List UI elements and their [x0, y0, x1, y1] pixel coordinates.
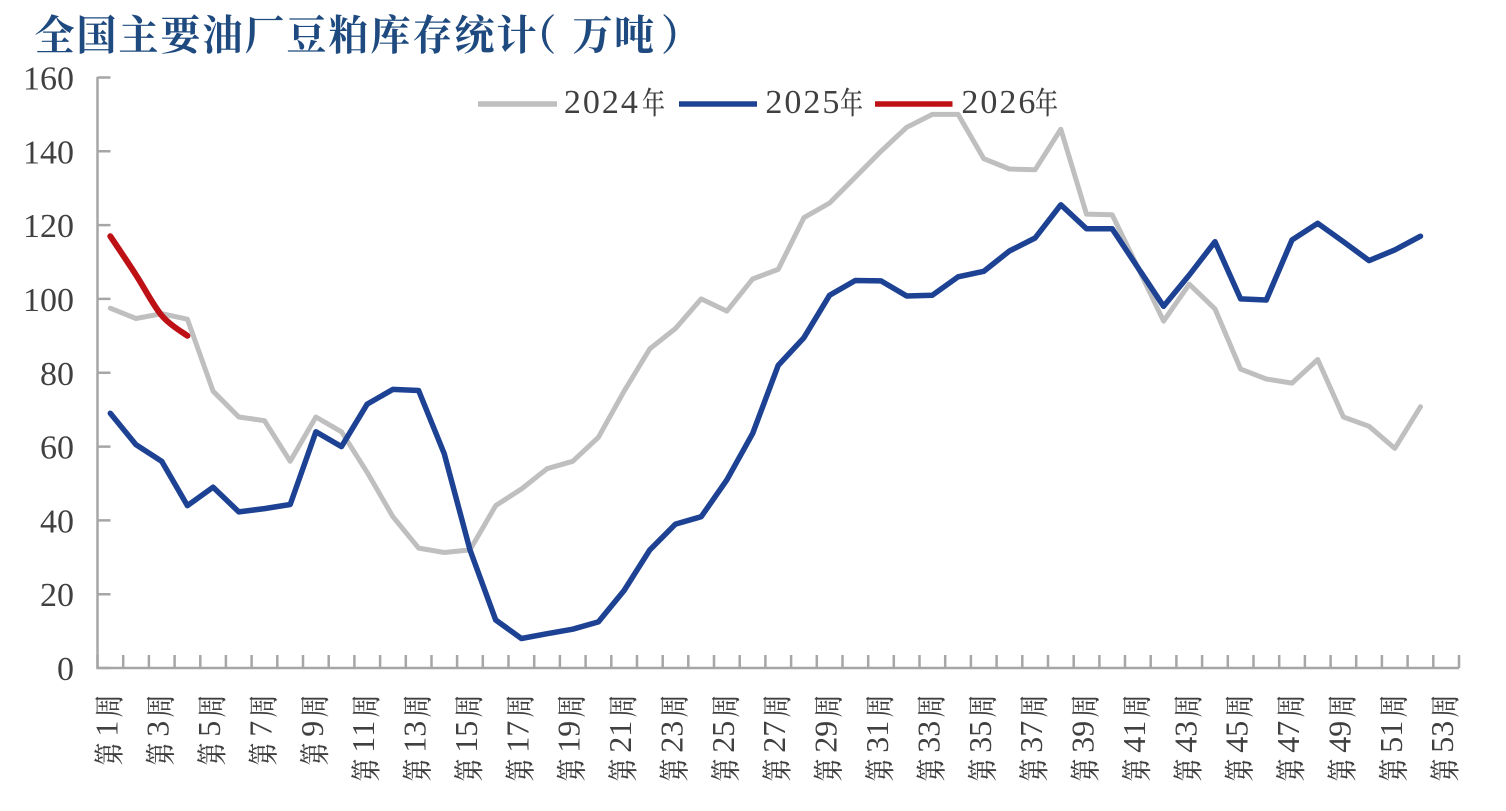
- svg-text:2: 2: [808, 737, 844, 753]
- svg-text:1: 1: [1373, 721, 1409, 737]
- svg-text:3: 3: [654, 721, 690, 737]
- svg-text:7: 7: [756, 721, 792, 737]
- svg-text:160: 160: [23, 61, 74, 98]
- svg-text:3: 3: [397, 721, 433, 737]
- svg-text:2: 2: [705, 737, 741, 753]
- svg-text:1: 1: [345, 737, 381, 753]
- svg-text:1: 1: [88, 721, 124, 737]
- svg-text:100: 100: [23, 282, 74, 319]
- svg-text:120: 120: [23, 208, 74, 245]
- svg-text:2: 2: [654, 737, 690, 753]
- svg-text:3: 3: [910, 721, 946, 737]
- svg-text:80: 80: [40, 356, 74, 393]
- svg-text:1: 1: [499, 737, 535, 753]
- svg-text:7: 7: [1013, 721, 1049, 737]
- svg-text:5: 5: [705, 721, 741, 737]
- svg-text:1: 1: [448, 737, 484, 753]
- svg-text:2026: 2026: [961, 84, 1037, 121]
- svg-text:4: 4: [1167, 737, 1203, 753]
- svg-text:1: 1: [1116, 721, 1152, 737]
- svg-text:1: 1: [602, 721, 638, 737]
- svg-text:4: 4: [1270, 737, 1306, 753]
- svg-text:3: 3: [1065, 737, 1101, 753]
- svg-text:4: 4: [1321, 737, 1357, 753]
- svg-text:1: 1: [345, 721, 381, 737]
- svg-text:5: 5: [191, 721, 227, 737]
- svg-text:5: 5: [1219, 721, 1255, 737]
- svg-text:0: 0: [57, 651, 74, 688]
- svg-text:3: 3: [1167, 721, 1203, 737]
- svg-text:7: 7: [1270, 721, 1306, 737]
- svg-text:9: 9: [1065, 721, 1101, 737]
- svg-text:9: 9: [551, 721, 587, 737]
- svg-text:2024: 2024: [564, 84, 640, 121]
- svg-text:7: 7: [243, 721, 279, 737]
- svg-text:140: 140: [23, 134, 74, 171]
- svg-text:9: 9: [1321, 721, 1357, 737]
- svg-text:4: 4: [1219, 737, 1255, 753]
- svg-text:1: 1: [397, 737, 433, 753]
- svg-text:1: 1: [551, 737, 587, 753]
- svg-text:3: 3: [140, 721, 176, 737]
- svg-text:9: 9: [808, 721, 844, 737]
- svg-text:60: 60: [40, 430, 74, 467]
- svg-text:5: 5: [962, 721, 998, 737]
- svg-text:5: 5: [448, 721, 484, 737]
- svg-text:5: 5: [1373, 737, 1409, 753]
- svg-text:2: 2: [756, 737, 792, 753]
- svg-text:3: 3: [1424, 721, 1460, 737]
- svg-text:5: 5: [1424, 737, 1460, 753]
- svg-text:4: 4: [1116, 737, 1152, 753]
- svg-text:20: 20: [40, 577, 74, 614]
- svg-text:3: 3: [859, 737, 895, 753]
- svg-text:7: 7: [499, 721, 535, 737]
- svg-text:3: 3: [910, 737, 946, 753]
- svg-text:2025: 2025: [765, 84, 841, 121]
- svg-text:3: 3: [962, 737, 998, 753]
- svg-text:3: 3: [1013, 737, 1049, 753]
- svg-text:2: 2: [602, 737, 638, 753]
- svg-text:9: 9: [294, 721, 330, 737]
- svg-text:40: 40: [40, 503, 74, 540]
- svg-text:1: 1: [859, 721, 895, 737]
